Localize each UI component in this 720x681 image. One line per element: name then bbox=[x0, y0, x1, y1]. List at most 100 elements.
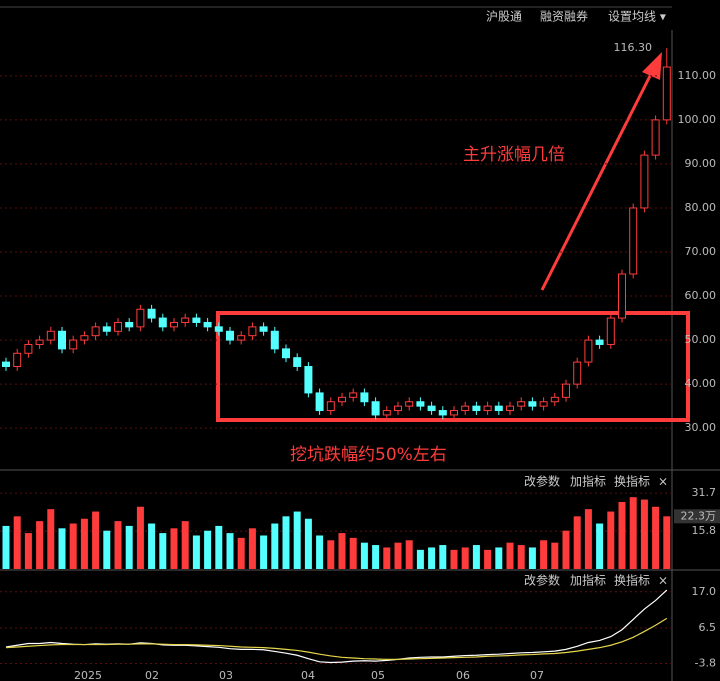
volume-bar bbox=[69, 523, 77, 569]
volume-bar bbox=[629, 497, 637, 569]
volume-bar bbox=[450, 549, 458, 569]
toolbar-button[interactable]: 融资融券 bbox=[540, 9, 588, 24]
volume-bar bbox=[237, 537, 245, 569]
candle-body bbox=[360, 392, 369, 403]
panel-button[interactable]: 加指标 bbox=[570, 474, 606, 489]
volume-bar bbox=[607, 511, 615, 569]
volume-bar bbox=[506, 542, 514, 569]
volume-bar bbox=[327, 540, 335, 569]
candle-body bbox=[226, 330, 234, 341]
panel-button[interactable]: 换指标 bbox=[614, 573, 650, 588]
candle-body bbox=[13, 352, 22, 368]
volume-bar bbox=[484, 549, 492, 569]
y-tick-label: 110.00 bbox=[678, 69, 717, 82]
volume-bar bbox=[405, 540, 413, 569]
volume-bar bbox=[439, 545, 447, 569]
volume-bar bbox=[192, 535, 200, 569]
x-tick-label: 05 bbox=[371, 669, 385, 681]
toolbar-button[interactable]: 沪股通 bbox=[486, 10, 522, 24]
volume-bar bbox=[13, 516, 21, 569]
annotation: 主升涨幅几倍 bbox=[463, 145, 565, 165]
candle-body bbox=[35, 339, 44, 345]
candle-body bbox=[293, 357, 302, 368]
candle-body bbox=[147, 308, 156, 319]
volume-bar bbox=[360, 542, 368, 569]
candle-body bbox=[203, 321, 212, 328]
volume-bar bbox=[372, 545, 380, 569]
volume-bar bbox=[640, 499, 648, 569]
volume-bar bbox=[92, 511, 100, 569]
y-tick-label: -3.8 bbox=[695, 657, 716, 670]
candle-body bbox=[494, 405, 503, 412]
candle-body bbox=[304, 366, 313, 394]
candle-body bbox=[102, 326, 111, 332]
candle-body bbox=[181, 317, 190, 323]
candle-body bbox=[461, 405, 470, 412]
y-tick-label: 30.00 bbox=[685, 421, 717, 434]
candle-body bbox=[405, 401, 414, 407]
candle-body bbox=[584, 339, 593, 363]
candle-body bbox=[394, 405, 402, 412]
volume-bar bbox=[80, 518, 88, 569]
volume-bar bbox=[394, 542, 402, 569]
candle-body bbox=[550, 396, 559, 403]
toolbar-button[interactable]: 设置均线 ▾ bbox=[608, 10, 666, 24]
y-tick-label: 70.00 bbox=[685, 245, 717, 258]
panel-button[interactable]: × bbox=[658, 574, 668, 588]
panel-button[interactable]: 换指标 bbox=[614, 474, 650, 489]
candle-body bbox=[483, 405, 492, 412]
volume-bar bbox=[428, 547, 436, 569]
candle-body bbox=[2, 361, 10, 368]
y-tick-label: 60.00 bbox=[685, 289, 717, 302]
volume-bar bbox=[517, 545, 525, 569]
volume-bar bbox=[226, 533, 234, 569]
candle-body bbox=[472, 405, 481, 412]
macd-line bbox=[5, 617, 668, 660]
candle-body bbox=[270, 330, 279, 350]
x-tick-label: 07 bbox=[530, 669, 544, 681]
y-tick-label: 50.00 bbox=[685, 333, 717, 346]
volume-bar bbox=[416, 549, 424, 569]
volume-bar bbox=[159, 533, 167, 569]
candle-body bbox=[371, 401, 380, 416]
volume-bar bbox=[24, 533, 32, 569]
volume-bar bbox=[103, 530, 111, 569]
volume-bar bbox=[170, 528, 178, 569]
candle-body bbox=[562, 383, 570, 398]
panel-button[interactable]: × bbox=[658, 475, 668, 489]
volume-bar bbox=[204, 530, 212, 569]
volume-bar bbox=[618, 501, 626, 569]
candle-body bbox=[136, 308, 145, 328]
candle-body bbox=[640, 154, 649, 209]
candle-body bbox=[629, 207, 638, 275]
y-tick-label: 17.0 bbox=[692, 585, 717, 598]
x-tick-label: 06 bbox=[456, 669, 470, 681]
volume-bar bbox=[58, 528, 66, 569]
candle-body bbox=[46, 330, 55, 341]
panel-button[interactable]: 改参数 bbox=[524, 474, 560, 489]
candle-body bbox=[349, 392, 358, 398]
highlight-box bbox=[216, 311, 690, 422]
candle-body bbox=[326, 401, 335, 412]
volume-bar bbox=[573, 516, 581, 569]
panel-button[interactable]: 加指标 bbox=[570, 573, 606, 588]
volume-bar bbox=[271, 523, 279, 569]
candle-body bbox=[573, 361, 582, 385]
panel-button[interactable]: 改参数 bbox=[524, 573, 560, 588]
volume-bar bbox=[540, 540, 548, 569]
candle-body bbox=[662, 66, 671, 121]
candle-body bbox=[170, 321, 178, 328]
candle-body bbox=[114, 321, 122, 332]
volume-bar bbox=[36, 521, 44, 569]
candle-body bbox=[338, 396, 346, 403]
candle-body bbox=[58, 330, 66, 350]
candle-body bbox=[80, 335, 89, 341]
volume-bar bbox=[584, 509, 592, 569]
volume-bar bbox=[114, 521, 122, 569]
candle-body bbox=[416, 401, 425, 407]
y-tick-label: 31.7 bbox=[692, 486, 717, 499]
volume-bar bbox=[125, 525, 133, 569]
x-tick-label: 02 bbox=[145, 669, 159, 681]
y-tick-label: 80.00 bbox=[685, 201, 717, 214]
